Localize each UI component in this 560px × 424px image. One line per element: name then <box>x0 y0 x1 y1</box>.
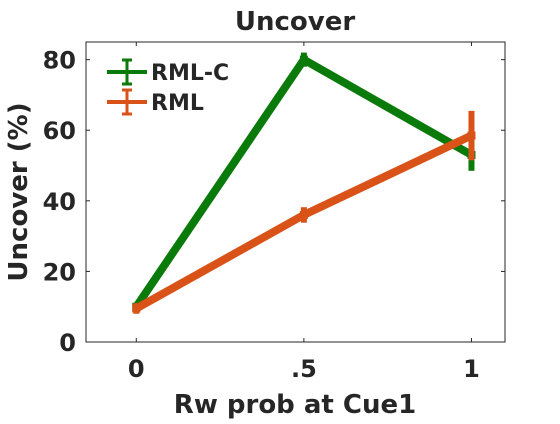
x-tick-label: .5 <box>291 355 317 383</box>
y-tick-label: 80 <box>43 47 76 75</box>
plot-frame <box>85 41 506 343</box>
y-tick-label: 60 <box>43 117 76 145</box>
data-point-rml <box>467 131 476 140</box>
legend-item-rml-c: RML-C <box>107 58 229 86</box>
data-point-rml <box>132 304 141 313</box>
chart-title: Uncover <box>235 7 355 37</box>
x-axis-label: Rw prob at Cue1 <box>174 390 416 420</box>
y-axis-label: Uncover (%) <box>4 102 34 281</box>
legend-item-rml: RML <box>107 88 204 116</box>
legend-label-rml: RML <box>151 91 204 116</box>
legend: RML-C RML <box>107 58 229 116</box>
series-rml <box>132 110 476 314</box>
x-tick-label: 0 <box>128 355 145 383</box>
data-point-rml-c <box>299 55 308 64</box>
y-tick-label: 20 <box>43 258 76 286</box>
series-layer <box>132 52 476 314</box>
legend-label-rml-c: RML-C <box>151 61 229 86</box>
y-tick-label: 0 <box>59 329 76 357</box>
y-tick-label: 40 <box>43 188 76 216</box>
x-tick-label: 1 <box>463 355 480 383</box>
data-point-rml <box>299 210 308 219</box>
axis-ticks: 0 20 40 60 80 0 .5 1 <box>43 42 505 383</box>
